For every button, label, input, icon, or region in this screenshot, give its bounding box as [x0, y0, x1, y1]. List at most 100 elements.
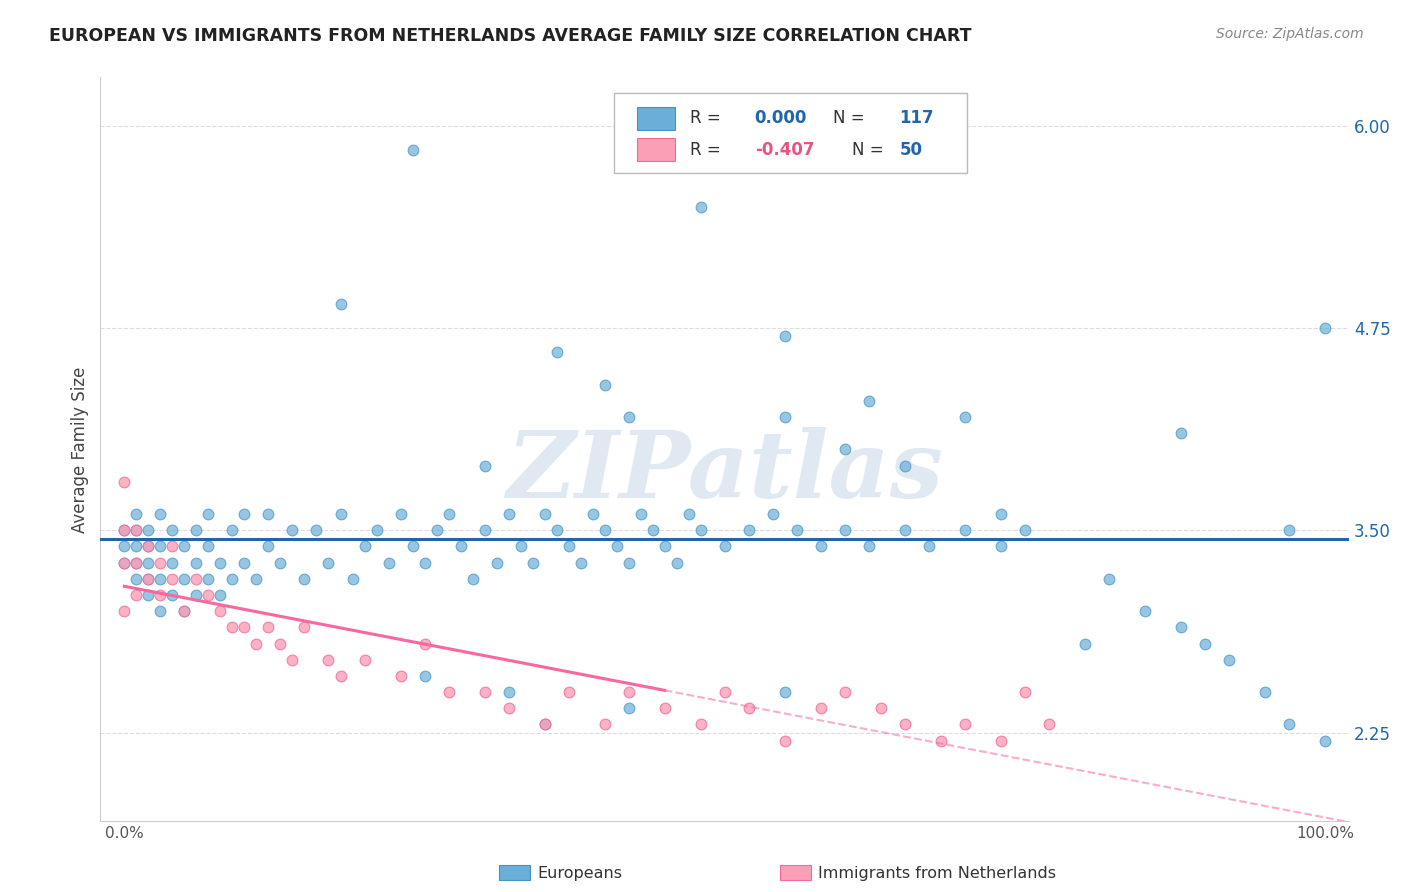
Point: [138, 540, 160, 554]
Point: [617, 410, 640, 425]
Point: [269, 636, 291, 650]
Point: [509, 540, 531, 554]
Point: [209, 556, 232, 570]
Point: [1170, 426, 1192, 441]
Point: [401, 540, 423, 554]
Point: [342, 572, 364, 586]
Point: [450, 540, 472, 554]
Point: [197, 507, 219, 521]
Point: [138, 556, 160, 570]
Point: [162, 588, 184, 602]
Point: [294, 572, 316, 586]
Point: [413, 669, 436, 683]
Point: [112, 556, 135, 570]
Point: [678, 507, 700, 521]
Point: [1313, 321, 1336, 335]
Point: [773, 685, 796, 699]
Point: [569, 556, 592, 570]
Point: [498, 507, 520, 521]
Point: [593, 524, 616, 538]
Point: [233, 507, 256, 521]
Text: -0.407: -0.407: [755, 141, 814, 159]
Point: [197, 588, 219, 602]
Point: [858, 393, 880, 408]
Point: [329, 669, 352, 683]
Text: 50: 50: [900, 141, 922, 159]
Text: ZIPatlas: ZIPatlas: [506, 426, 943, 516]
Point: [257, 540, 280, 554]
Point: [221, 620, 243, 634]
Point: [461, 572, 484, 586]
Point: [413, 636, 436, 650]
Point: [138, 588, 160, 602]
Point: [186, 588, 208, 602]
Point: [318, 653, 340, 667]
Point: [546, 345, 568, 359]
Point: [294, 620, 316, 634]
Point: [522, 556, 544, 570]
Point: [401, 143, 423, 157]
Point: [269, 556, 291, 570]
Point: [245, 572, 267, 586]
Point: [654, 701, 676, 715]
Point: [557, 685, 579, 699]
Text: 117: 117: [900, 110, 934, 128]
Text: N =: N =: [852, 141, 889, 159]
Point: [173, 604, 195, 618]
Point: [1014, 524, 1036, 538]
Point: [689, 524, 711, 538]
Text: Source: ZipAtlas.com: Source: ZipAtlas.com: [1216, 27, 1364, 41]
Point: [162, 524, 184, 538]
Point: [1133, 604, 1156, 618]
Point: [125, 524, 148, 538]
Point: [162, 556, 184, 570]
Point: [149, 540, 172, 554]
Point: [257, 507, 280, 521]
Point: [138, 572, 160, 586]
Point: [209, 588, 232, 602]
Point: [858, 540, 880, 554]
Point: [125, 588, 148, 602]
Point: [689, 200, 711, 214]
Point: [654, 540, 676, 554]
Point: [474, 685, 496, 699]
Point: [810, 701, 832, 715]
Point: [209, 604, 232, 618]
Point: [498, 701, 520, 715]
Point: [162, 572, 184, 586]
Point: [929, 733, 952, 747]
Point: [149, 588, 172, 602]
Point: [894, 524, 917, 538]
Point: [329, 297, 352, 311]
Point: [1313, 733, 1336, 747]
Point: [894, 458, 917, 473]
Point: [773, 733, 796, 747]
Point: [281, 653, 304, 667]
Point: [990, 733, 1012, 747]
Point: [810, 540, 832, 554]
Point: [593, 377, 616, 392]
Point: [485, 556, 508, 570]
Point: [1254, 685, 1277, 699]
Point: [173, 540, 195, 554]
Point: [173, 572, 195, 586]
Point: [149, 604, 172, 618]
Text: N =: N =: [834, 110, 870, 128]
Point: [112, 604, 135, 618]
Point: [918, 540, 941, 554]
Point: [318, 556, 340, 570]
Point: [125, 556, 148, 570]
Point: [557, 540, 579, 554]
Point: [738, 701, 761, 715]
Y-axis label: Average Family Size: Average Family Size: [72, 367, 89, 533]
Point: [389, 669, 412, 683]
Point: [593, 717, 616, 731]
Point: [533, 507, 555, 521]
Point: [305, 524, 328, 538]
Point: [437, 507, 460, 521]
Point: [125, 556, 148, 570]
Point: [426, 524, 449, 538]
Point: [138, 572, 160, 586]
Point: [582, 507, 605, 521]
Point: [112, 475, 135, 489]
